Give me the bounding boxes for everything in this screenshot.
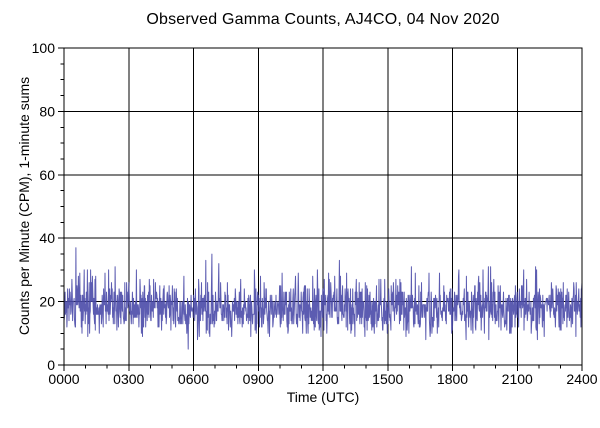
y-tick-label: 60 <box>39 167 55 183</box>
x-tick-label: 2400 <box>566 371 597 387</box>
y-tick-label: 40 <box>39 230 55 246</box>
x-tick-label: 1800 <box>437 371 468 387</box>
x-tick-label: 0300 <box>113 371 144 387</box>
y-tick-label: 80 <box>39 103 55 119</box>
x-tick-label: 0600 <box>178 371 209 387</box>
y-tick-label: 20 <box>39 294 55 310</box>
chart-title: Observed Gamma Counts, AJ4CO, 04 Nov 202… <box>146 11 500 28</box>
x-tick-label: 1200 <box>307 371 338 387</box>
x-tick-label: 2100 <box>502 371 533 387</box>
x-tick-label: 1500 <box>372 371 403 387</box>
y-tick-label: 100 <box>32 40 56 56</box>
x-tick-label: 0000 <box>48 371 79 387</box>
gamma-counts-trace <box>63 247 583 350</box>
x-axis-label: Time (UTC) <box>286 389 360 405</box>
y-tick-label: 0 <box>47 357 55 373</box>
x-tick-label: 0900 <box>243 371 274 387</box>
